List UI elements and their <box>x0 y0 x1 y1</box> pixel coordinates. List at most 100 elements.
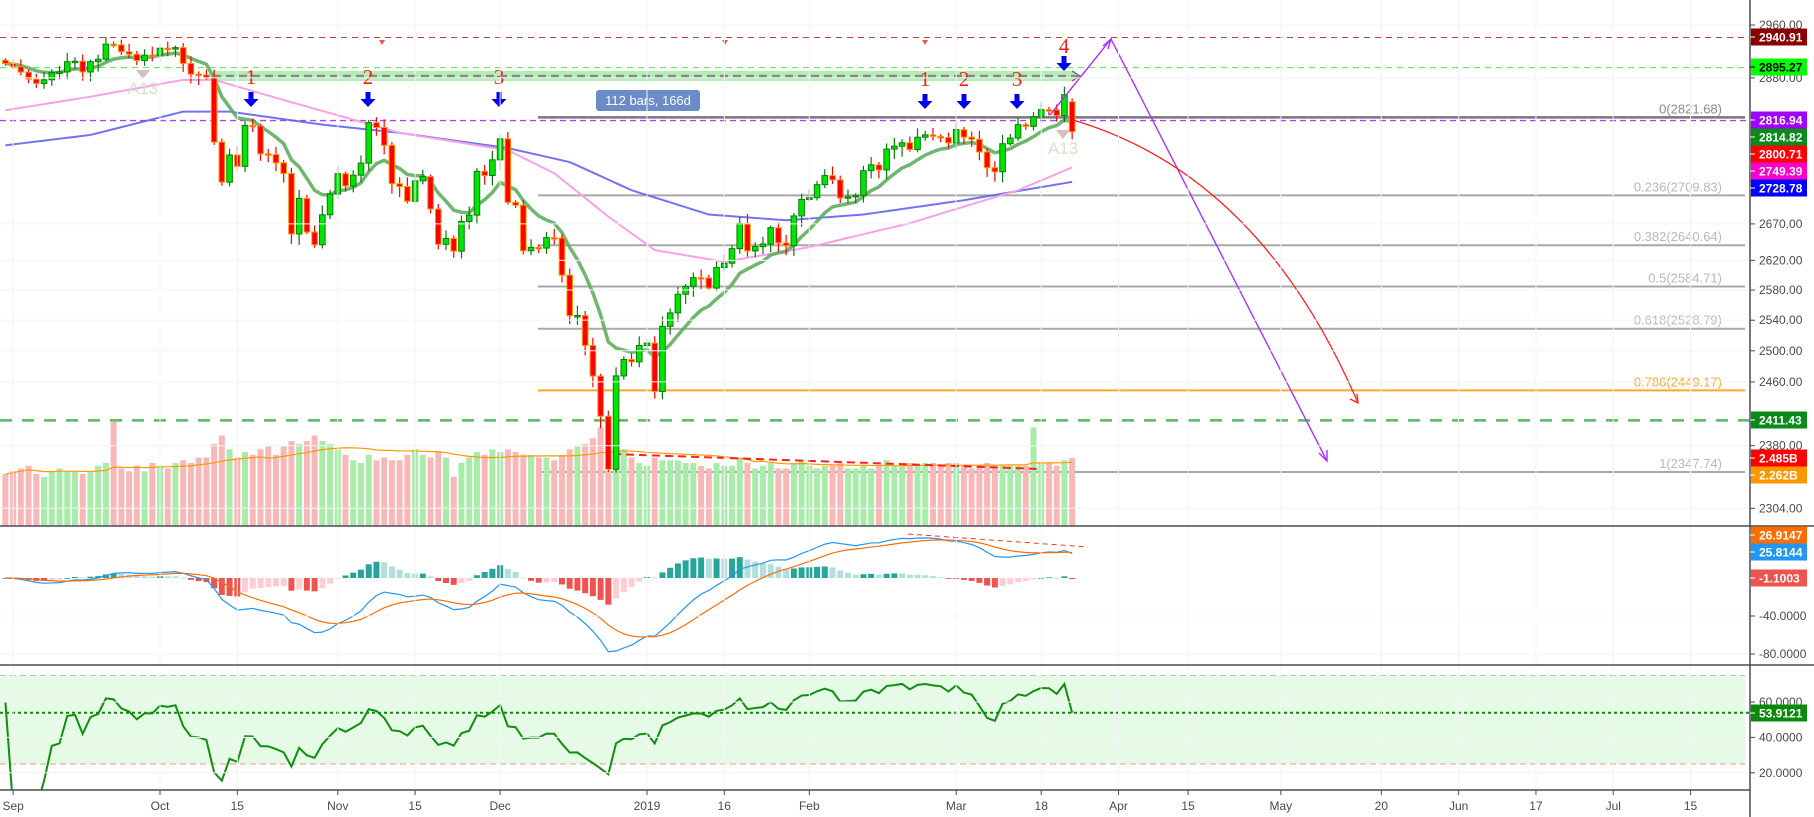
candle <box>1022 124 1030 127</box>
candle <box>782 242 790 247</box>
volume-bar <box>327 443 334 526</box>
volume-bar <box>667 460 674 526</box>
volume-bar <box>883 460 890 526</box>
volume-bar <box>288 441 295 526</box>
volume-bar <box>280 446 287 526</box>
macd-histogram-bar <box>280 578 287 587</box>
macd-histogram-bar <box>512 571 519 578</box>
volume-bar <box>844 468 851 526</box>
candle <box>1053 109 1060 117</box>
candle <box>210 77 218 143</box>
candle <box>218 141 226 183</box>
candle <box>666 312 674 327</box>
macd-histogram-bar <box>659 572 666 578</box>
wave-label: 3 <box>1012 67 1023 91</box>
candle <box>465 214 473 222</box>
macd-histogram-bar <box>937 577 944 579</box>
candle <box>458 220 465 252</box>
candle <box>102 43 110 60</box>
volume-bar <box>218 435 225 526</box>
volume-bar <box>976 465 983 526</box>
volume-bar <box>613 443 620 526</box>
volume-bar <box>87 471 94 526</box>
volume-bar <box>257 449 264 526</box>
rsi-band-background <box>0 675 1745 764</box>
volume-bar <box>466 457 473 526</box>
candle <box>813 184 821 199</box>
macd-histogram-bar <box>342 575 349 578</box>
macd-histogram-bar <box>118 573 125 578</box>
price-tag-close <box>1751 145 1807 163</box>
volume-bar <box>71 471 78 526</box>
volume-bar <box>535 457 542 526</box>
volume-bar <box>1030 427 1037 526</box>
a13-marker: A13 <box>128 79 158 98</box>
volume-bar <box>960 465 967 526</box>
volume-bar <box>489 449 496 526</box>
macd-histogram-bar <box>187 578 194 580</box>
candle <box>767 227 774 245</box>
macd-histogram-bar <box>520 577 527 579</box>
price-tag-value: 2800.71 <box>1759 148 1803 162</box>
volume-bar <box>837 462 844 526</box>
volume-trendline <box>612 453 1042 470</box>
time-tick-label: Jul <box>1606 799 1621 813</box>
candle <box>450 237 458 252</box>
macd-histogram-bar <box>133 575 140 578</box>
macd-histogram-bar <box>303 578 310 591</box>
candle <box>419 176 427 182</box>
small-down-triangle-icon <box>722 40 728 45</box>
macd-histogram-bar <box>149 576 156 578</box>
macd-histogram-bar <box>783 568 790 578</box>
candle <box>48 72 56 81</box>
macd-histogram-bar <box>906 574 913 578</box>
time-tick-label: 15 <box>408 799 422 813</box>
macd-histogram-bar <box>798 567 805 578</box>
candle <box>597 375 604 417</box>
volume-bar <box>342 454 349 526</box>
wave-label: 2 <box>363 65 374 89</box>
macd-histogram-bar <box>968 578 975 581</box>
volume-bar <box>17 468 24 526</box>
candle <box>25 71 32 80</box>
time-tick-label: Dec <box>489 799 510 813</box>
time-tick-label: 15 <box>231 799 245 813</box>
macd-histogram-bar <box>960 578 967 580</box>
price-tag-value: 53.9121 <box>1759 707 1803 721</box>
macd-histogram-bar <box>288 578 295 591</box>
macd-histogram-bar <box>350 572 357 578</box>
volume-bar <box>852 468 859 526</box>
candle <box>535 246 543 250</box>
candle <box>651 342 659 392</box>
macd-histogram-bar <box>729 558 736 578</box>
macd-histogram-bar <box>404 573 411 578</box>
arrowhead-icon <box>1071 70 1082 82</box>
candle <box>442 237 450 245</box>
volume-bar <box>381 457 388 526</box>
candle <box>945 136 952 144</box>
candle <box>1030 116 1037 127</box>
macd-histogram-bar <box>984 578 991 586</box>
macd-histogram-bar <box>218 578 225 595</box>
price-tick-label: 2304.00 <box>1759 501 1803 515</box>
a13-marker: A13 <box>1048 139 1078 158</box>
time-tick-label: 20 <box>1375 799 1389 813</box>
time-tick-label: Apr <box>1109 799 1128 813</box>
candle <box>1014 124 1022 139</box>
candle <box>550 237 558 240</box>
price-tag-volume-ma <box>1751 466 1807 484</box>
macd-histogram-bar <box>373 561 380 578</box>
volume-bar <box>597 427 604 526</box>
macd-histogram-bar <box>365 564 372 578</box>
candle <box>396 183 403 188</box>
fib-level-label: 0.382(2640.64) <box>1634 229 1722 244</box>
macd-histogram-bar <box>790 568 797 578</box>
macd-histogram-bar <box>95 576 102 578</box>
candle <box>867 164 875 172</box>
price-tag-value: 26.9147 <box>1759 529 1803 543</box>
time-tick-label: Mar <box>946 799 967 813</box>
volume-bar <box>102 462 109 526</box>
macd-histogram-bar <box>620 578 627 593</box>
macd-histogram-bar <box>473 575 480 578</box>
